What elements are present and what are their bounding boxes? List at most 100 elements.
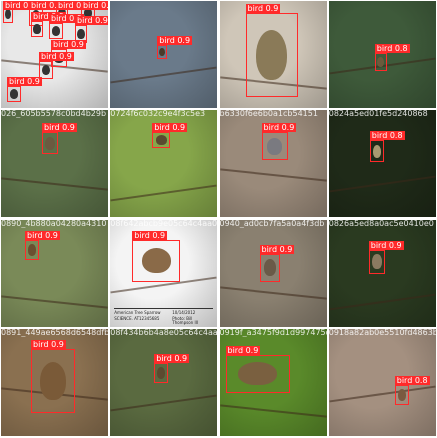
tile-filename: 08f434b6b4a8e05c64c4aa0 bbox=[110, 328, 218, 337]
image-tile: American Tree Sparrow 10/14/2012 SCIENCE. … bbox=[109, 218, 219, 328]
caption-line: American Tree Sparrow bbox=[114, 309, 161, 315]
tile-photo bbox=[328, 110, 436, 218]
detection-box bbox=[49, 23, 63, 39]
tile-filename: 026_605b5578c0bd4b29b bbox=[1, 110, 107, 119]
caption-line: 10/14/2012 bbox=[172, 309, 196, 315]
bird-shape bbox=[371, 254, 382, 269]
bird-shape bbox=[77, 28, 85, 40]
detection-label: bird 0.9 bbox=[29, 1, 64, 10]
detection-label: bird 0.9 bbox=[154, 353, 190, 363]
bird-shape bbox=[141, 247, 171, 274]
bird-shape bbox=[51, 26, 61, 36]
detection-box bbox=[31, 21, 43, 37]
detection-label: bird 0.9 bbox=[31, 339, 66, 349]
bird-shape bbox=[83, 8, 93, 18]
tile-filename: 0940_ad0cb7fa5a0a4f3db bbox=[219, 219, 325, 228]
detection-label: bird 0.9 bbox=[56, 1, 91, 10]
tile-filename: 08f642abcb9e05c64c4aa0 bbox=[110, 219, 218, 228]
detection-box bbox=[394, 384, 409, 405]
bird-shape bbox=[41, 64, 51, 76]
detection-label: bird 0.9 bbox=[39, 52, 74, 61]
tile-filename: 0724f6c032c9e4f3c5e3 bbox=[110, 110, 206, 119]
bird-shape bbox=[397, 388, 406, 401]
detection-box bbox=[245, 13, 298, 97]
tile-filename: b6330f6e6b0a1cb54151 bbox=[219, 110, 318, 119]
image-tile: bird 0.9 0890_4b880a04280a4310 bbox=[0, 218, 109, 328]
detection-box bbox=[132, 239, 181, 282]
detection-label: bird 0.9 bbox=[75, 16, 108, 25]
image-tile: bird 0.8 0918a82ab0e5510fd4863b61 bbox=[327, 327, 437, 437]
detection-label: bird 0.9 bbox=[31, 12, 66, 21]
tile-filename: 0826a5ed8a0ac5e0410e0 bbox=[328, 219, 434, 228]
image-tile: bird 0.9 0724f6c032c9e4f3c5e3 bbox=[109, 109, 219, 219]
tile-filename: 0891_449ae6568d6548dfb bbox=[1, 328, 108, 337]
image-tile: bird 0.9 bbox=[218, 0, 328, 109]
image-tile: bird 0.9 026_605b5578c0bd4b29b bbox=[0, 109, 109, 219]
bird-shape bbox=[255, 29, 288, 81]
image-tile: bird 0.9 0891_449ae6568d6548dfb bbox=[0, 327, 109, 437]
detection-label: bird 0.9 bbox=[42, 123, 77, 133]
detection-label: bird 0.8 bbox=[369, 131, 405, 141]
detection-box bbox=[368, 249, 385, 274]
caption-line: Photo: Bill Thompson III bbox=[172, 315, 198, 325]
tile-filename: 0919f_a3475f9d1d997475da bbox=[219, 328, 327, 337]
image-tile: bird 0.8 0824a5ed01fe5d240868 bbox=[327, 109, 437, 219]
detection-label: bird 0.9 bbox=[81, 1, 108, 10]
detection-label: bird 0.9 bbox=[225, 345, 261, 355]
detection-label: bird 0.9 bbox=[245, 4, 281, 13]
detection-label: bird 0.9 bbox=[49, 14, 84, 23]
detection-label: bird 0.9 bbox=[7, 77, 42, 86]
detection-label: bird 0.8 bbox=[374, 44, 410, 53]
specimen-caption: American Tree Sparrow 10/14/2012 SCIENCE. … bbox=[114, 307, 214, 325]
tile-filename: 0824a5ed01fe5d240868 bbox=[328, 110, 428, 119]
detection-box bbox=[154, 362, 169, 383]
detection-box bbox=[157, 45, 168, 59]
bird-shape bbox=[5, 8, 11, 20]
bird-shape bbox=[377, 56, 385, 68]
detection-box bbox=[152, 132, 171, 149]
bird-shape bbox=[39, 361, 67, 400]
detection-box bbox=[25, 239, 39, 260]
image-tile: bird 0.9 0940_ad0cb7fa5a0a4f3db bbox=[218, 218, 328, 328]
tile-photo bbox=[328, 1, 436, 108]
bird-shape bbox=[263, 259, 276, 276]
detection-box bbox=[374, 53, 387, 71]
detection-label: bird 0.9 bbox=[51, 40, 86, 49]
detection-label: bird 0.9 bbox=[25, 230, 60, 240]
detection-label: bird 0.9 bbox=[261, 123, 297, 133]
detection-label: bird 0.8 bbox=[394, 375, 430, 385]
image-tile: bird 0.9 08f434b6b4a8e05c64c4aa0 bbox=[109, 327, 219, 437]
detection-box bbox=[7, 86, 21, 102]
detection-label: bird 0.9 bbox=[152, 123, 188, 133]
bird-shape bbox=[266, 137, 283, 155]
detection-box bbox=[369, 140, 384, 163]
detection-box bbox=[31, 348, 75, 413]
bird-shape bbox=[155, 135, 167, 146]
bird-shape bbox=[159, 47, 166, 57]
detection-box bbox=[225, 354, 290, 393]
bird-shape bbox=[33, 24, 41, 34]
detection-label: bird 0.9 bbox=[368, 240, 404, 250]
image-tile: bird 0.9 bbox=[109, 0, 219, 109]
detection-label: bird 0.9 bbox=[259, 244, 295, 254]
image-tile: bird 0.9 0919f_a3475f9d1d997475da bbox=[218, 327, 328, 437]
detection-label: bird 0.9 bbox=[3, 1, 38, 10]
detection-box bbox=[42, 132, 58, 155]
detection-box bbox=[39, 61, 53, 79]
bird-shape bbox=[238, 362, 277, 386]
image-tile: bird 0.8 bbox=[327, 0, 437, 109]
image-tile: bird 0.9 b6330f6e6b0a1cb54151 bbox=[218, 109, 328, 219]
bird-shape bbox=[45, 136, 55, 150]
caption-line: SCIENCE. AT12345685 bbox=[114, 315, 160, 321]
tile-photo bbox=[219, 1, 327, 108]
detection-label: bird 0.9 bbox=[157, 36, 193, 45]
tile-filename: 0918a82ab0e5510fd4863b61 bbox=[328, 328, 436, 337]
bird-shape bbox=[27, 243, 37, 256]
detection-box bbox=[259, 253, 280, 282]
bird-shape bbox=[157, 366, 166, 379]
bird-shape bbox=[9, 89, 19, 99]
detection-box bbox=[261, 132, 288, 161]
tile-filename: 0890_4b880a04280a4310 bbox=[1, 219, 107, 228]
bird-shape bbox=[372, 144, 381, 158]
